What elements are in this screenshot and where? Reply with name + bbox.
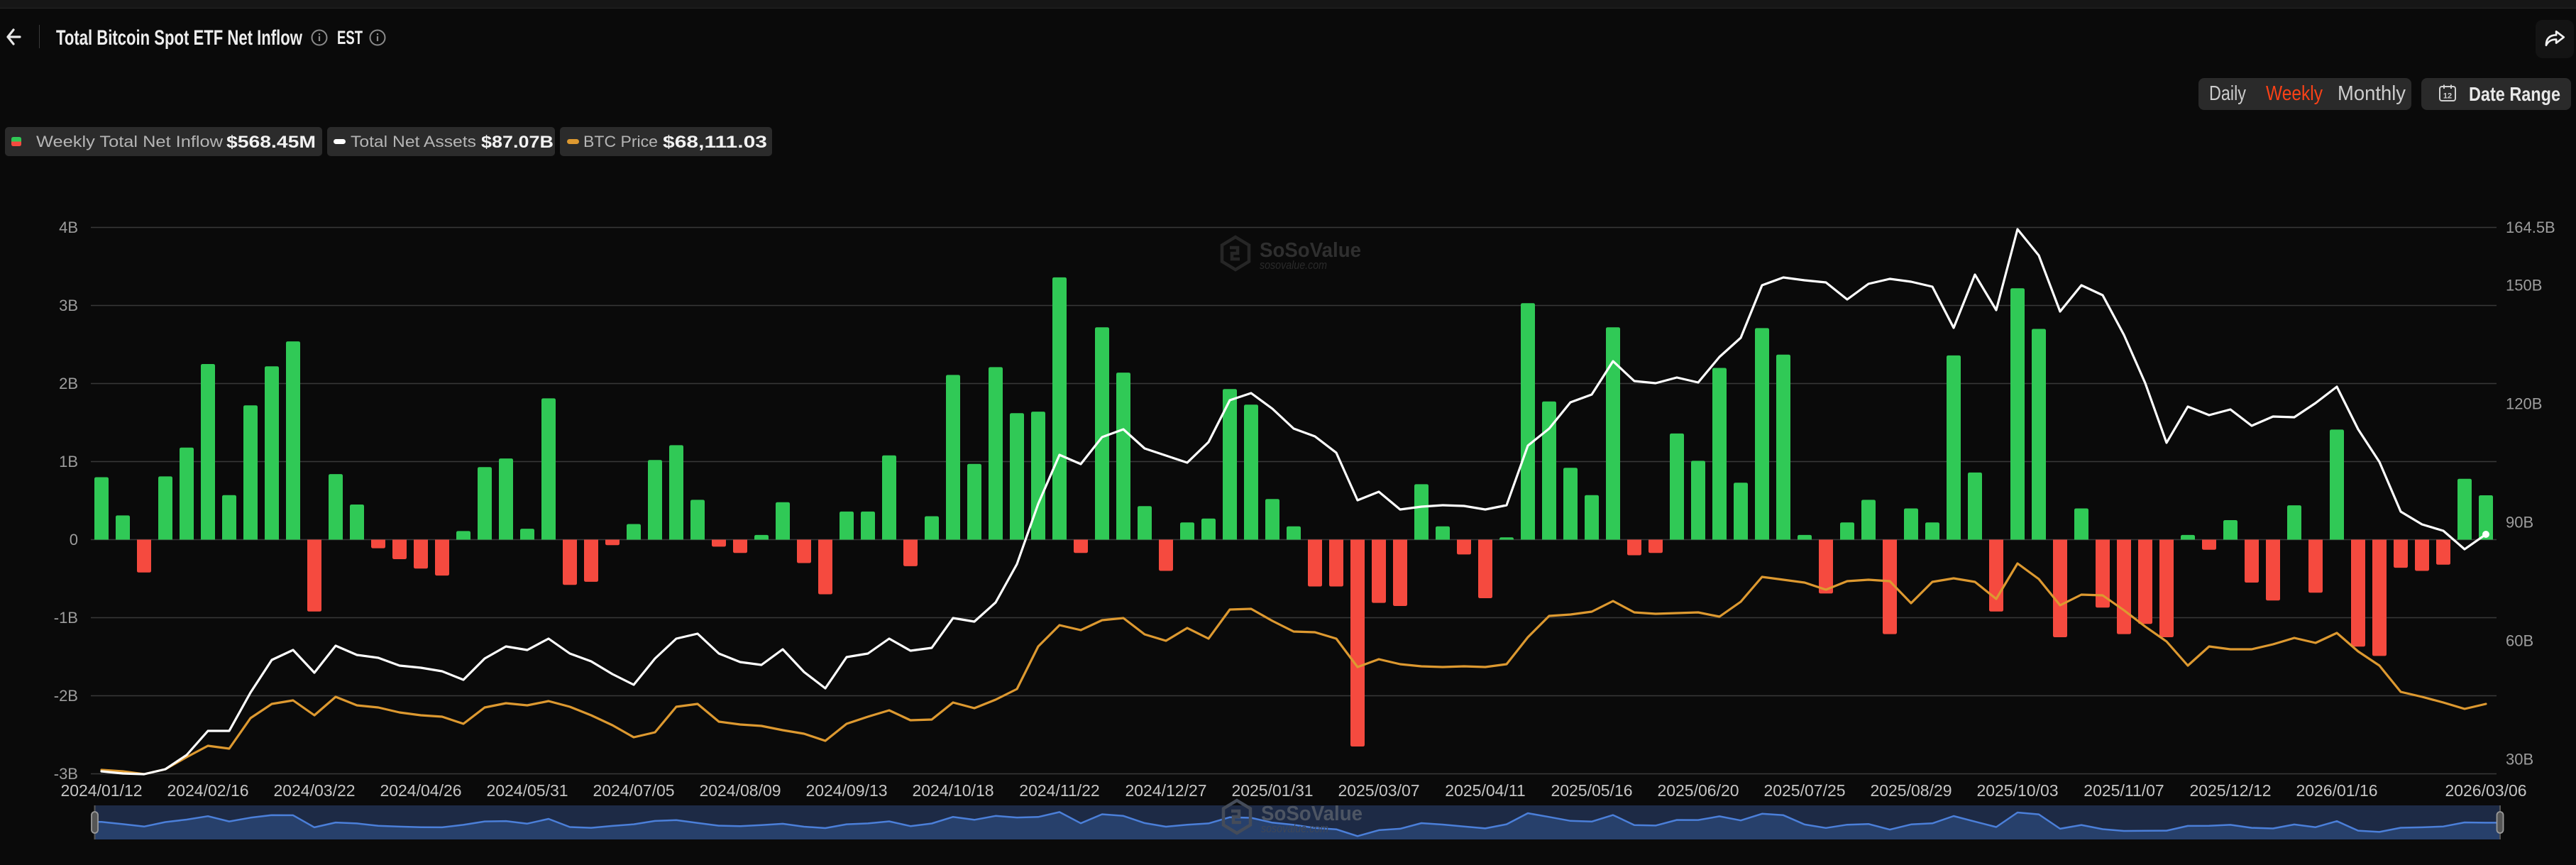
- svg-text:2024/04/26: 2024/04/26: [380, 781, 461, 800]
- svg-text:1B: 1B: [59, 453, 78, 470]
- svg-text:150B: 150B: [2506, 277, 2542, 294]
- svg-text:3B: 3B: [59, 297, 78, 314]
- svg-text:$568.45M: $568.45M: [226, 133, 316, 152]
- svg-text:EST: EST: [337, 27, 363, 48]
- svg-text:Total Net Assets: Total Net Assets: [351, 133, 476, 150]
- svg-text:2026/03/06: 2026/03/06: [2445, 781, 2526, 800]
- svg-text:2024/05/31: 2024/05/31: [486, 781, 568, 800]
- svg-text:-1B: -1B: [54, 609, 78, 627]
- svg-text:2024/12/27: 2024/12/27: [1125, 781, 1206, 800]
- svg-text:-2B: -2B: [54, 687, 78, 705]
- svg-text:$87.07B: $87.07B: [481, 133, 554, 152]
- svg-text:2025/10/03: 2025/10/03: [1976, 781, 2058, 800]
- svg-text:2025/01/31: 2025/01/31: [1231, 781, 1313, 800]
- svg-text:2024/03/22: 2024/03/22: [273, 781, 355, 800]
- svg-text:-3B: -3B: [54, 765, 78, 783]
- svg-text:Monthly: Monthly: [2338, 82, 2406, 105]
- svg-text:12: 12: [2443, 92, 2452, 101]
- svg-text:2024/10/18: 2024/10/18: [912, 781, 993, 800]
- svg-text:Total Bitcoin Spot ETF Net Inf: Total Bitcoin Spot ETF Net Inflow: [56, 26, 302, 50]
- svg-text:2026/01/16: 2026/01/16: [2296, 781, 2377, 800]
- svg-text:2025/04/11: 2025/04/11: [1445, 781, 1525, 800]
- svg-text:120B: 120B: [2506, 395, 2542, 413]
- svg-text:2B: 2B: [59, 375, 78, 392]
- svg-text:sosovalue.com: sosovalue.com: [1261, 822, 1328, 835]
- svg-text:30B: 30B: [2506, 751, 2533, 768]
- svg-text:0: 0: [70, 531, 78, 549]
- svg-text:2024/01/12: 2024/01/12: [60, 781, 142, 800]
- svg-text:BTC Price: BTC Price: [583, 133, 658, 150]
- svg-text:2025/03/07: 2025/03/07: [1338, 781, 1419, 800]
- svg-text:sosovalue.com: sosovalue.com: [1260, 258, 1327, 272]
- svg-text:SoSoValue: SoSoValue: [1261, 803, 1363, 825]
- svg-text:Weekly Total Net Inflow: Weekly Total Net Inflow: [36, 133, 223, 150]
- svg-text:2025/06/20: 2025/06/20: [1657, 781, 1739, 800]
- svg-text:2025/05/16: 2025/05/16: [1551, 781, 1632, 800]
- svg-text:Weekly: Weekly: [2266, 82, 2323, 105]
- svg-text:2024/11/22: 2024/11/22: [1019, 781, 1099, 800]
- svg-text:2025/08/29: 2025/08/29: [1870, 781, 1952, 800]
- svg-text:2025/12/12: 2025/12/12: [2189, 781, 2271, 800]
- svg-text:Daily: Daily: [2209, 82, 2246, 105]
- svg-text:2024/08/09: 2024/08/09: [699, 781, 781, 800]
- svg-text:SoSoValue: SoSoValue: [1260, 239, 1361, 262]
- svg-text:60B: 60B: [2506, 632, 2533, 650]
- svg-text:90B: 90B: [2506, 514, 2533, 531]
- svg-text:2025/07/25: 2025/07/25: [1763, 781, 1845, 800]
- svg-text:2024/07/05: 2024/07/05: [593, 781, 674, 800]
- svg-text:$68,111.03: $68,111.03: [663, 133, 767, 152]
- svg-text:2025/11/07: 2025/11/07: [2084, 781, 2164, 800]
- svg-text:2024/02/16: 2024/02/16: [167, 781, 248, 800]
- svg-text:4B: 4B: [59, 219, 78, 236]
- svg-text:2024/09/13: 2024/09/13: [805, 781, 887, 800]
- svg-text:Date Range: Date Range: [2469, 83, 2560, 105]
- svg-text:164.5B: 164.5B: [2506, 219, 2555, 236]
